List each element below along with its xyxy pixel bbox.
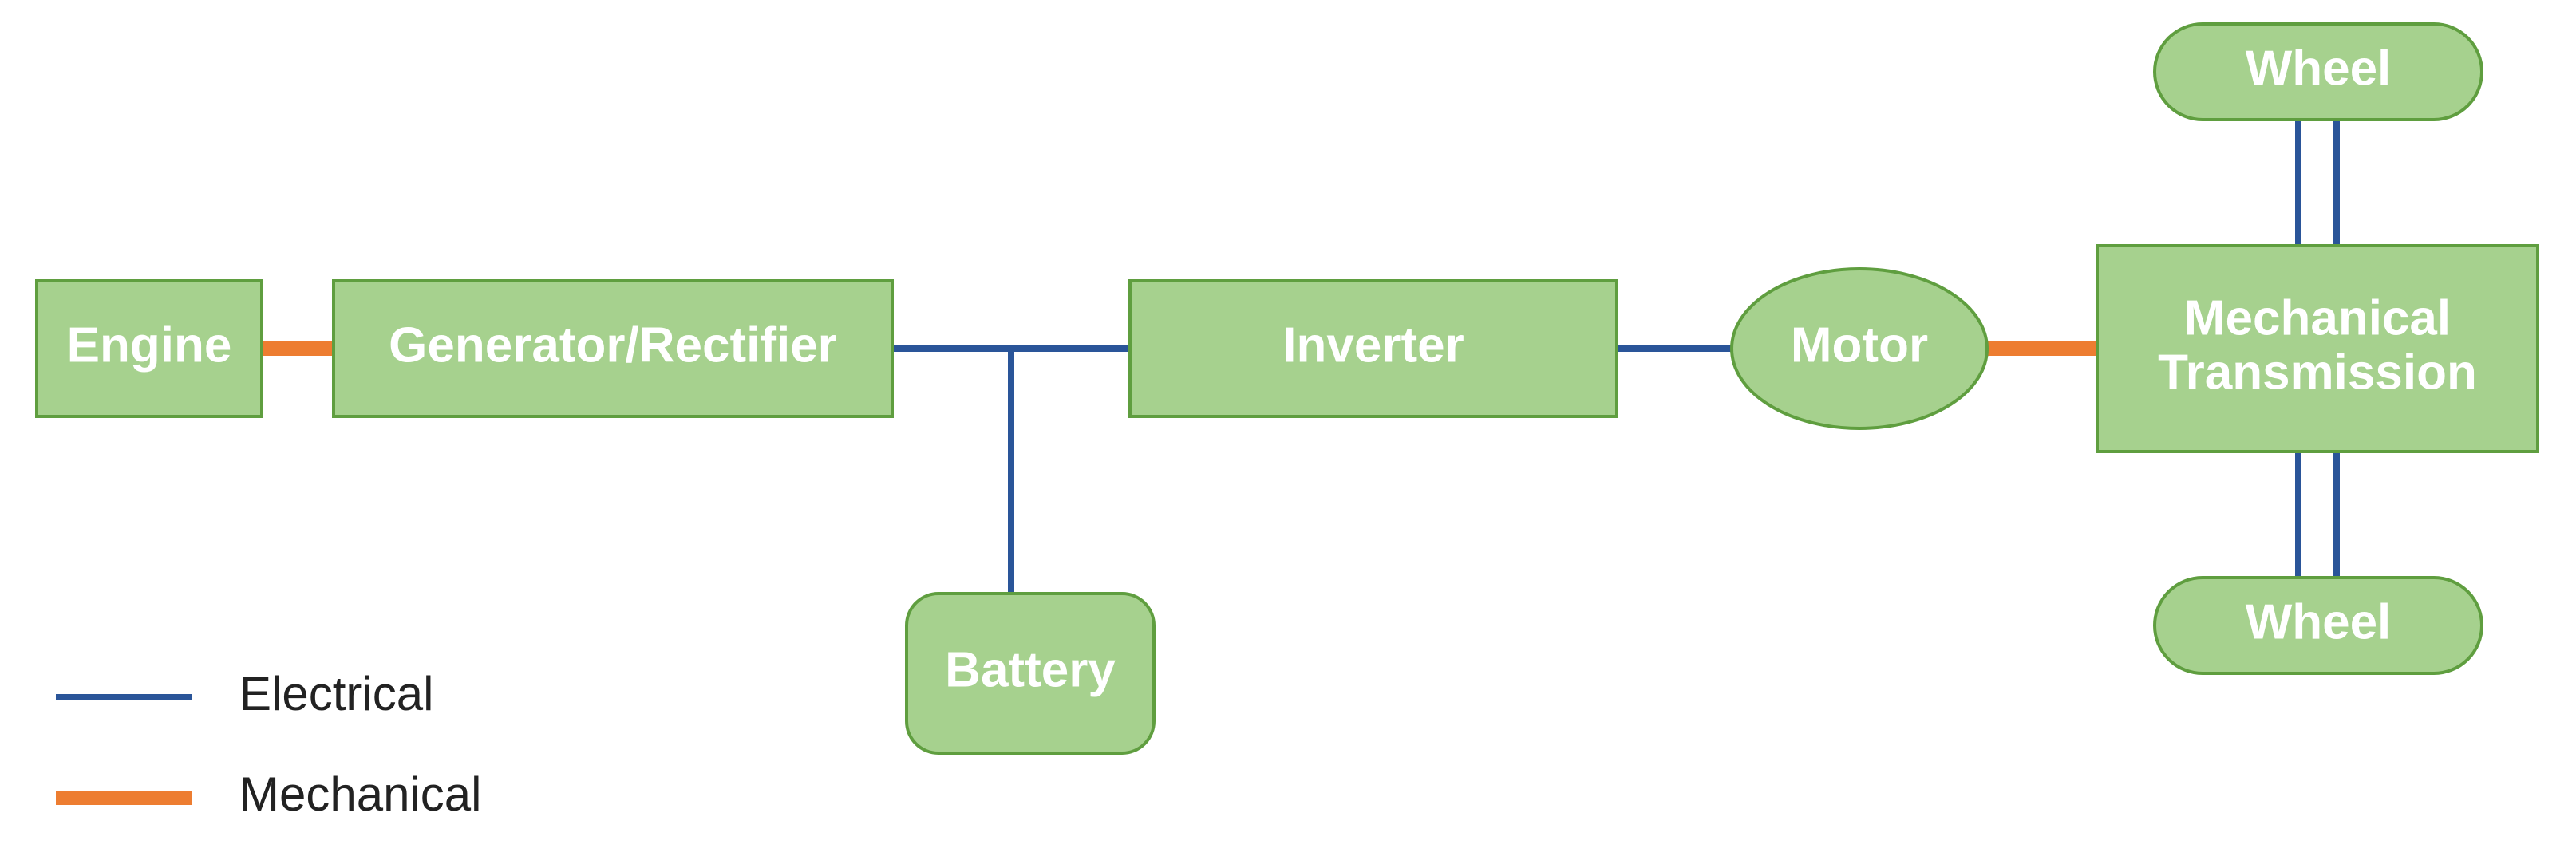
node-engine: Engine [37,281,262,416]
node-transmission: MechanicalTransmission [2097,246,2538,452]
node-inverter-label: Inverter [1282,318,1464,373]
node-wheel_top-label: Wheel [2246,41,2392,96]
node-wheel_bottom: Wheel [2155,578,2482,673]
node-battery: Battery [907,594,1154,753]
node-wheel_bottom-label: Wheel [2246,594,2392,649]
node-motor-label: Motor [1791,318,1928,373]
node-wheel_top: Wheel [2155,24,2482,120]
legend-label-electrical: Electrical [239,667,433,720]
node-genrect: Generator/Rectifier [334,281,892,416]
node-genrect-label: Generator/Rectifier [389,318,837,373]
node-battery-label: Battery [945,642,1116,697]
node-motor: Motor [1732,269,1987,428]
node-inverter: Inverter [1130,281,1617,416]
node-engine-label: Engine [67,318,232,373]
node-transmission-label-1: Mechanical [2184,290,2451,345]
node-transmission-label-2: Transmission [2158,345,2477,400]
powertrain-diagram: Engine Generator/Rectifier Inverter Motor Me… [0,0,2576,860]
legend-label-mechanical: Mechanical [239,767,482,821]
